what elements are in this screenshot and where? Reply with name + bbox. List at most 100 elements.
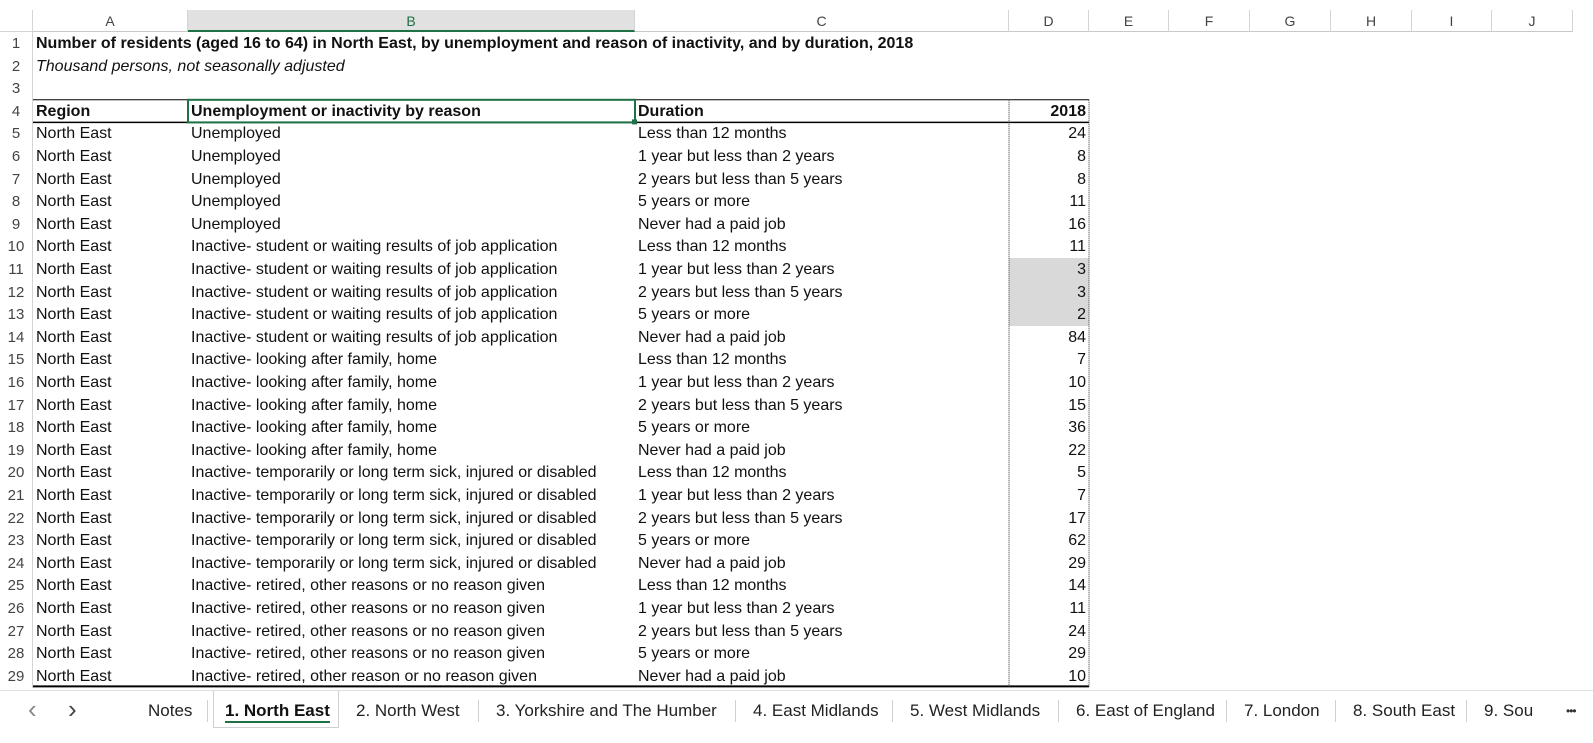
sheet-tab[interactable]: 3. Yorkshire and The Humber [496, 701, 717, 720]
row-header-5[interactable]: 5 [0, 122, 33, 146]
cell-reason[interactable]: Inactive- temporarily or long term sick,… [191, 509, 597, 527]
cell-duration[interactable]: 1 year but less than 2 years [638, 148, 835, 165]
row-header-21[interactable]: 21 [0, 484, 33, 507]
cell-duration[interactable]: 1 year but less than 2 years [638, 374, 835, 391]
cell-duration[interactable]: 1 year but less than 2 years [638, 600, 835, 617]
row-header-18[interactable]: 18 [0, 416, 33, 440]
cell-value[interactable]: 7 [1077, 351, 1086, 369]
cell-duration[interactable]: Never had a paid job [638, 328, 786, 346]
cell-value[interactable]: 24 [1068, 622, 1086, 640]
cell-value[interactable]: 29 [1068, 554, 1086, 572]
cell-duration[interactable]: Less than 12 months [638, 351, 787, 369]
header-region[interactable]: Region [36, 102, 91, 120]
row-header-22[interactable]: 22 [0, 506, 33, 530]
sheet-tab[interactable]: 2. North West [356, 701, 460, 720]
sheet-tab[interactable]: 8. South East [1353, 701, 1456, 720]
cell-value[interactable]: 5 [1077, 464, 1086, 482]
row-header-2[interactable]: 2 [0, 54, 33, 78]
cell-value[interactable]: 10 [1068, 667, 1086, 685]
row-header-11[interactable]: 11 [0, 258, 33, 281]
cell-value[interactable]: 16 [1068, 215, 1086, 233]
cell-value[interactable]: 17 [1068, 509, 1086, 527]
row-header-12[interactable]: 12 [0, 280, 33, 304]
column-header-j[interactable]: J [1492, 10, 1573, 32]
cell-value[interactable]: 2 [1009, 303, 1089, 327]
row-header-4[interactable]: 4 [0, 99, 33, 123]
cell-duration[interactable]: Never had a paid job [638, 215, 786, 233]
cell-duration[interactable]: 1 year but less than 2 years [638, 487, 835, 504]
cell-reason[interactable]: Inactive- looking after family, home [191, 441, 438, 459]
cell-value[interactable]: 29 [1068, 645, 1086, 663]
cell-reason[interactable]: Inactive- temporarily or long term sick,… [191, 532, 597, 550]
cell-value[interactable]: 11 [1069, 600, 1086, 617]
cell-value[interactable]: 14 [1068, 577, 1086, 595]
cell-duration[interactable]: 5 years or more [638, 532, 751, 550]
cell-region[interactable]: North East [36, 487, 112, 504]
cell-region[interactable]: North East [36, 170, 112, 188]
cell-reason[interactable]: Inactive- looking after family, home [191, 396, 438, 414]
sheet-tab[interactable]: 5. West Midlands [910, 701, 1041, 720]
row-header-29[interactable]: 29 [0, 664, 33, 688]
sheet-tab[interactable]: 7. London [1244, 701, 1320, 720]
cell-reason[interactable]: Inactive- retired, other reasons or no r… [191, 645, 545, 663]
cell-duration[interactable]: 2 years but less than 5 years [638, 396, 843, 414]
cell-region[interactable]: North East [36, 193, 112, 211]
cell-value[interactable]: 22 [1068, 441, 1086, 459]
cell-duration[interactable]: 2 years but less than 5 years [638, 283, 843, 301]
cell-reason[interactable]: Unemployed [191, 215, 281, 233]
cell-duration[interactable]: Less than 12 months [638, 238, 787, 256]
column-header-c[interactable]: C [635, 10, 1009, 32]
cell-reason[interactable]: Inactive- temporarily or long term sick,… [191, 487, 597, 504]
row-header-3[interactable]: 3 [0, 77, 33, 101]
row-header-1[interactable]: 1 [0, 32, 33, 55]
cell-region[interactable]: North East [36, 509, 112, 527]
cell-region[interactable]: North East [36, 125, 112, 143]
more-tabs-icon[interactable]: ••• [1566, 704, 1577, 718]
sheet-tab[interactable]: 6. East of England [1076, 701, 1215, 720]
cell-duration[interactable]: 1 year but less than 2 years [638, 261, 835, 278]
column-header-f[interactable]: F [1169, 10, 1250, 32]
cell-duration[interactable]: Less than 12 months [638, 464, 787, 482]
cell-value[interactable]: 10 [1068, 374, 1086, 391]
header-duration[interactable]: Duration [638, 102, 704, 120]
title-cell[interactable]: Number of residents (aged 16 to 64) in N… [36, 35, 914, 52]
cell-region[interactable]: North East [36, 374, 112, 391]
cell-region[interactable]: North East [36, 532, 112, 550]
cell-duration[interactable]: Never had a paid job [638, 667, 786, 685]
column-header-g[interactable]: G [1250, 10, 1331, 32]
cell-value[interactable]: 84 [1068, 328, 1086, 346]
cell-reason[interactable]: Inactive- student or waiting results of … [191, 238, 558, 256]
cell-value[interactable]: 7 [1077, 487, 1086, 504]
row-header-6[interactable]: 6 [0, 145, 33, 168]
cell-value[interactable]: 3 [1009, 280, 1089, 304]
column-header-b[interactable]: B [188, 10, 635, 32]
cell-region[interactable]: North East [36, 419, 112, 437]
cell-reason[interactable]: Inactive- temporarily or long term sick,… [191, 554, 597, 572]
cell-duration[interactable]: 2 years but less than 5 years [638, 170, 843, 188]
row-header-25[interactable]: 25 [0, 574, 33, 598]
subtitle-cell[interactable]: Thousand persons, not seasonally adjuste… [36, 57, 345, 75]
sheet-tab[interactable]: 9. Sou [1484, 701, 1534, 720]
row-header-13[interactable]: 13 [0, 303, 33, 327]
row-header-14[interactable]: 14 [0, 325, 33, 349]
cell-duration[interactable]: 2 years but less than 5 years [638, 509, 843, 527]
cell-region[interactable]: North East [36, 645, 112, 663]
cell-duration[interactable]: Never had a paid job [638, 441, 786, 459]
column-header-e[interactable]: E [1089, 10, 1169, 32]
cell-duration[interactable]: 2 years but less than 5 years [638, 622, 843, 640]
cell-duration[interactable]: 5 years or more [638, 193, 751, 211]
cell-value[interactable]: 15 [1068, 396, 1086, 414]
cell-region[interactable]: North East [36, 148, 112, 165]
cell-region[interactable]: North East [36, 667, 112, 685]
cell-reason[interactable]: Inactive- student or waiting results of … [191, 306, 558, 324]
row-header-28[interactable]: 28 [0, 642, 33, 666]
cell-region[interactable]: North East [36, 328, 112, 346]
cell-region[interactable]: North East [36, 600, 112, 617]
cell-reason[interactable]: Unemployed [191, 193, 281, 211]
cell-region[interactable]: North East [36, 261, 112, 278]
cell-region[interactable]: North East [36, 554, 112, 572]
column-header-d[interactable]: D [1009, 10, 1089, 32]
row-header-26[interactable]: 26 [0, 597, 33, 620]
cell-reason[interactable]: Unemployed [191, 148, 281, 165]
